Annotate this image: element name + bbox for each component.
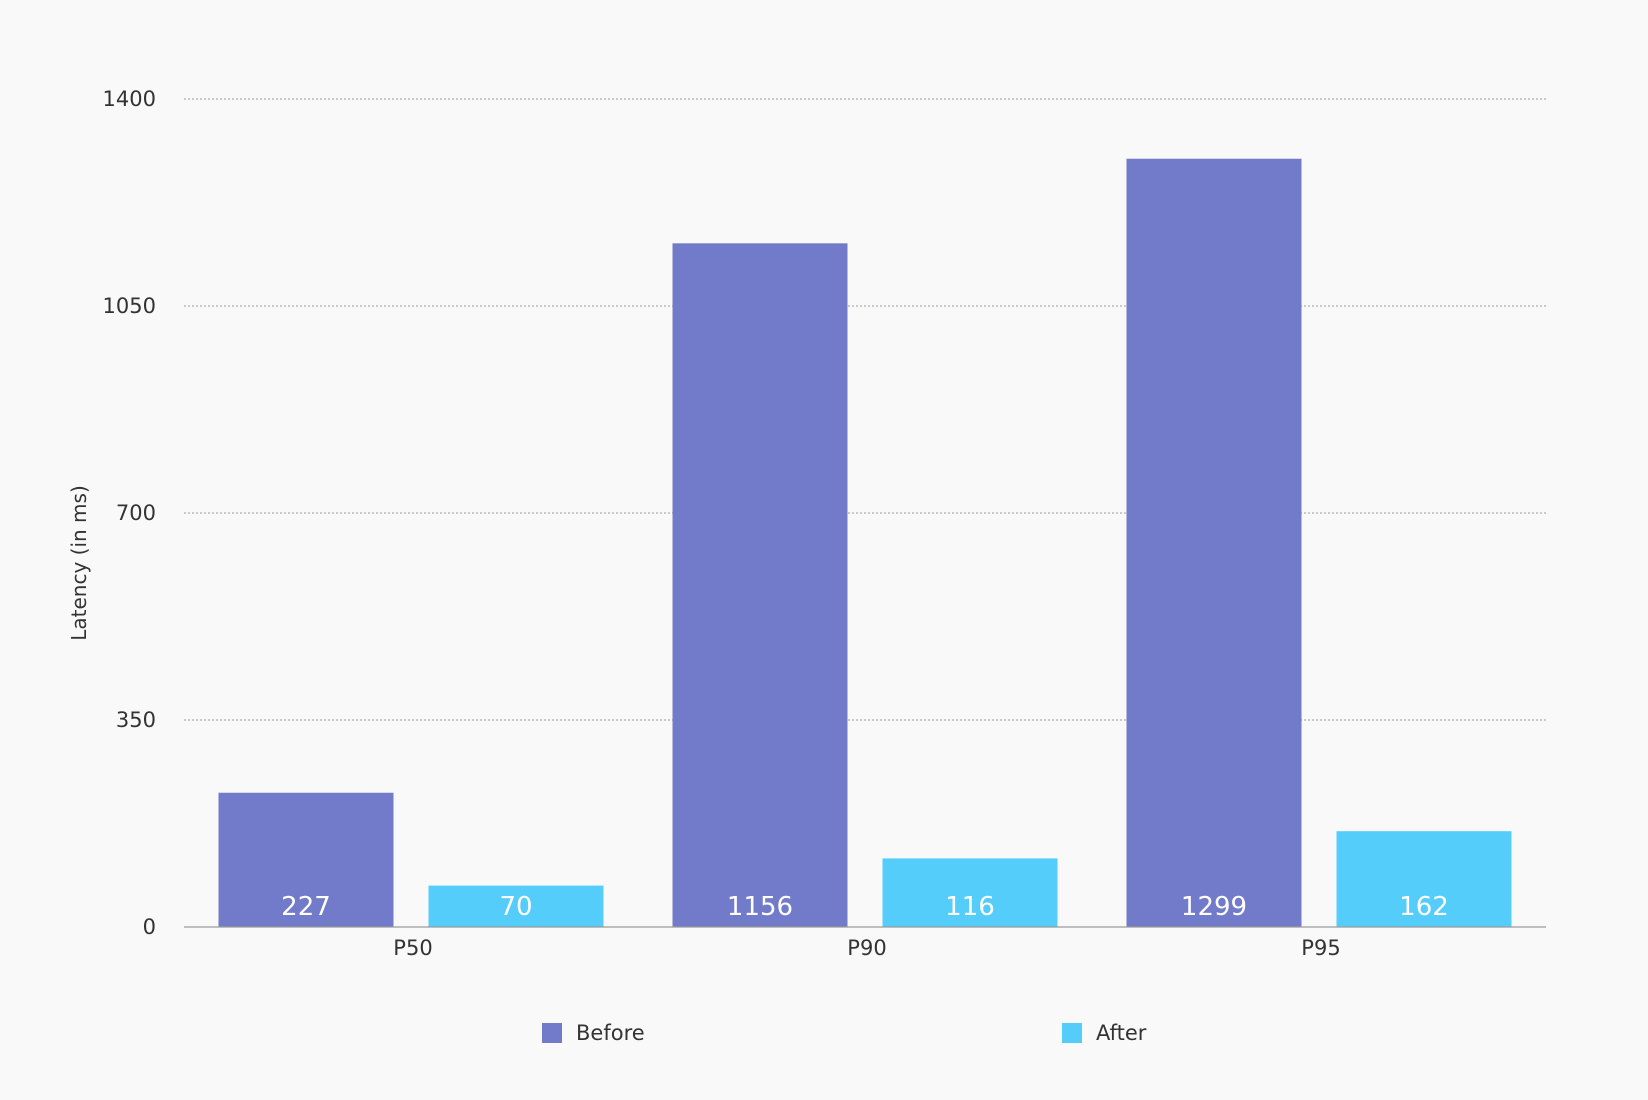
grid-layer bbox=[184, 98, 1546, 721]
y-tick-label: 1050 bbox=[103, 294, 156, 318]
y-tick-labels: 0 350 700 1050 1400 bbox=[103, 87, 156, 939]
y-axis-title: Latency (in ms) bbox=[67, 485, 91, 641]
bar-value-label: 162 bbox=[1399, 892, 1449, 922]
bar-before-p95 bbox=[1126, 158, 1302, 928]
y-tick-label: 1400 bbox=[103, 87, 156, 111]
bar-after-p95 bbox=[1336, 831, 1512, 927]
x-category-labels: P50 P90 P95 bbox=[393, 936, 1340, 960]
bar-value-label: 227 bbox=[281, 892, 331, 922]
x-category-label: P50 bbox=[393, 936, 432, 960]
bars-layer bbox=[218, 158, 1512, 928]
bar-value-label: 70 bbox=[499, 892, 532, 922]
value-labels-layer: 227 70 1156 116 1299 162 bbox=[281, 892, 1449, 922]
bar-value-label: 116 bbox=[945, 892, 995, 922]
legend-label-after: After bbox=[1096, 1021, 1147, 1045]
legend-swatch-before bbox=[542, 1023, 562, 1043]
bar-value-label: 1156 bbox=[727, 892, 793, 922]
x-category-label: P95 bbox=[1301, 936, 1340, 960]
bar-after-p50 bbox=[428, 885, 604, 927]
y-tick-label: 350 bbox=[116, 708, 156, 732]
legend-label-before: Before bbox=[576, 1021, 645, 1045]
legend-swatch-after bbox=[1062, 1023, 1082, 1043]
legend: Before After bbox=[542, 1021, 1147, 1045]
x-category-label: P90 bbox=[847, 936, 886, 960]
y-tick-label: 0 bbox=[143, 915, 156, 939]
bar-before-p50 bbox=[218, 792, 394, 927]
bar-before-p90 bbox=[672, 243, 848, 927]
y-tick-label: 700 bbox=[116, 501, 156, 525]
bar-after-p90 bbox=[882, 858, 1058, 927]
bar-value-label: 1299 bbox=[1181, 892, 1247, 922]
